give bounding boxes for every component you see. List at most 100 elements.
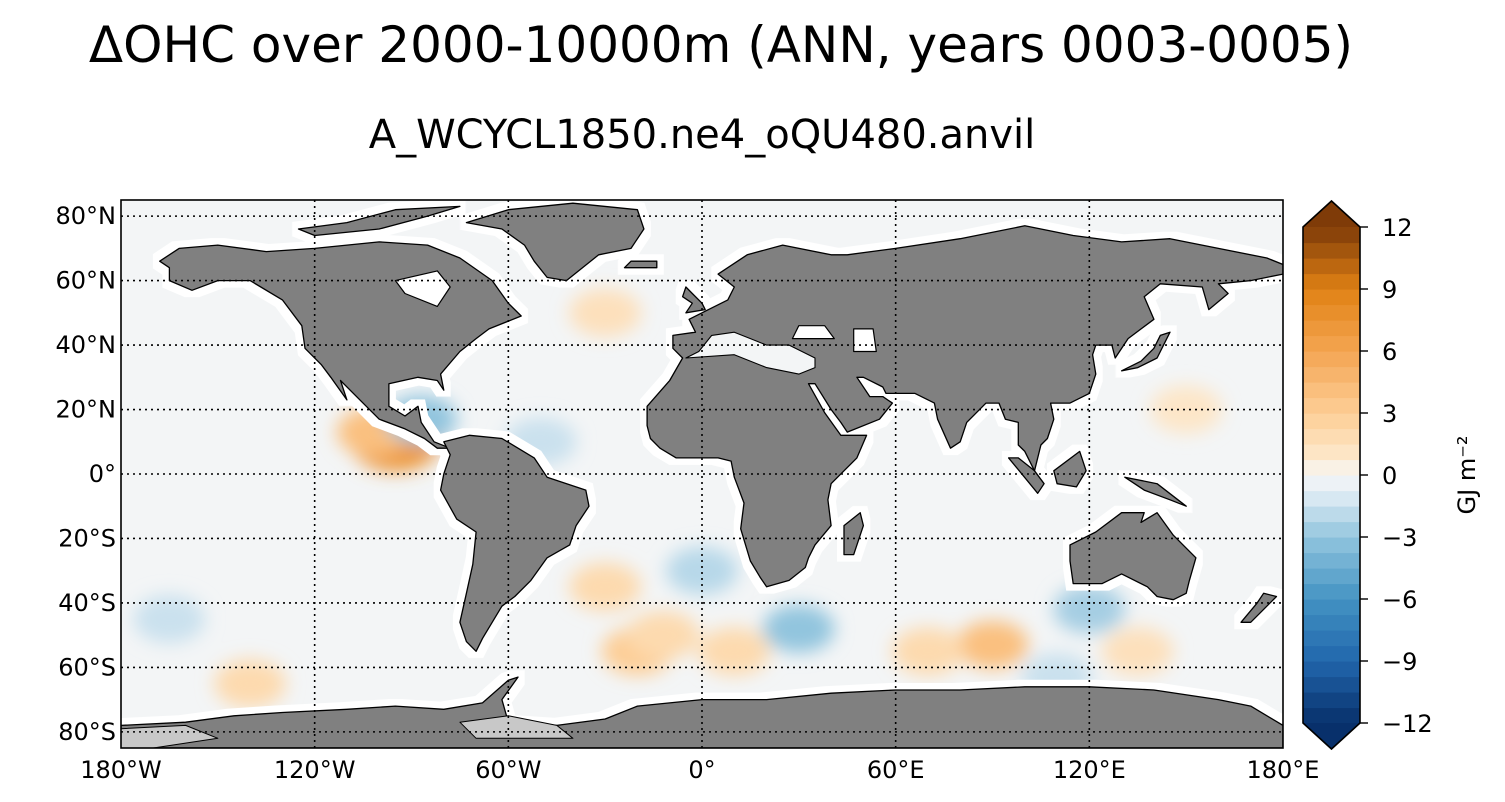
x-axis-ticks: 180°W 120°W 60°W 0° 60°E 120°E 180°E — [80, 756, 1319, 784]
map-frame — [120, 199, 1284, 749]
anomaly-patch — [762, 604, 835, 653]
map-panel: 180°W 120°W 60°W 0° 60°E 120°E 180°E 80°N 60°N 4… — [56, 199, 1319, 784]
colorbar-tick-label: 6 — [1382, 338, 1397, 366]
anomaly-patch — [1101, 627, 1174, 676]
colorbar: 12 9 6 3 0 −3 −6 −9 −12 GJ m⁻² — [1302, 199, 1481, 751]
anomaly-patch — [956, 620, 1029, 669]
colorbar-tick-label: 3 — [1382, 400, 1397, 428]
colorbar-band — [1303, 676, 1360, 693]
colorbar-band — [1303, 583, 1360, 600]
colorbar-band — [1303, 614, 1360, 631]
land-new-zealand — [1240, 592, 1278, 623]
colorbar-label: GJ m⁻² — [1453, 436, 1481, 515]
colorbar-band — [1303, 397, 1360, 414]
colorbar-tick-label: −9 — [1382, 648, 1417, 676]
y-tick-label: 20°N — [56, 396, 117, 424]
land-borneo — [1053, 450, 1087, 488]
colorbar-band — [1303, 428, 1360, 445]
colorbar-band — [1303, 599, 1360, 616]
land-greenland — [465, 202, 645, 282]
continents — [121, 202, 1283, 748]
land-new-guinea — [1124, 476, 1187, 507]
anomaly-patch — [666, 546, 738, 595]
land-iceland — [623, 260, 658, 269]
land-antarctica — [121, 676, 1283, 748]
chart-title: ΔOHC over 2000-10000m (ANN, years 0003-0… — [88, 16, 1354, 74]
colorbar-band — [1303, 242, 1360, 259]
colorbar-band — [1303, 645, 1360, 662]
x-tick-label: 120°W — [274, 756, 356, 784]
land-borneo-sumatra — [1007, 457, 1045, 494]
x-tick-label: 60°E — [867, 756, 925, 784]
colorbar-band — [1303, 552, 1360, 569]
colorbar-bands — [1302, 199, 1361, 751]
colorbar-band — [1303, 273, 1360, 290]
colorbar-band — [1303, 568, 1360, 585]
land-mediterranean-gap — [685, 331, 816, 375]
inland-sea — [394, 270, 451, 307]
land-africa-eurasia — [646, 225, 1283, 588]
colorbar-band — [1303, 444, 1360, 461]
colorbar-band — [1303, 320, 1360, 337]
colorbar-band — [1303, 304, 1360, 321]
colorbar-band — [1303, 490, 1360, 507]
anomaly-patch — [133, 595, 206, 644]
anomaly-patch — [891, 627, 964, 676]
y-tick-label: 60°S — [58, 653, 116, 681]
land-south-america — [439, 434, 590, 652]
colorbar-band — [1303, 707, 1360, 724]
land-canadian-archipelago — [297, 205, 461, 237]
colorbar-band — [1303, 475, 1360, 492]
colorbar-band — [1303, 289, 1360, 306]
land-uk — [681, 286, 706, 314]
colorbar-band — [1303, 630, 1360, 647]
anomaly-patch — [627, 611, 700, 660]
ice-shelf — [121, 724, 219, 748]
chart-subtitle: A_WCYCL1850.ne4_oQU480.anvil — [368, 112, 1036, 158]
colorbar-tick-label: −12 — [1382, 710, 1433, 738]
land-japan — [1120, 331, 1171, 372]
inland-sea — [791, 325, 835, 340]
y-tick-label: 20°S — [58, 524, 116, 552]
colorbar-tick-label: 0 — [1382, 462, 1397, 490]
y-tick-label: 0° — [89, 460, 116, 488]
y-tick-label: 40°N — [56, 331, 117, 359]
anomaly-patch — [569, 562, 642, 611]
colorbar-band — [1303, 258, 1360, 275]
inland-sea — [853, 328, 877, 353]
y-tick-label: 40°S — [58, 589, 116, 617]
land-australia — [1069, 512, 1197, 601]
colorbar-band — [1303, 661, 1360, 678]
colorbar-band — [1303, 459, 1360, 476]
x-tick-label: 180°E — [1247, 756, 1320, 784]
colorbar-band — [1303, 351, 1360, 368]
anomaly-patch — [569, 288, 642, 337]
colorbar-tick-label: 9 — [1382, 276, 1397, 304]
y-tick-label: 60°N — [56, 267, 117, 295]
y-tick-label: 80°S — [58, 718, 116, 746]
anomaly-patch — [214, 659, 287, 708]
anomaly-patch — [698, 627, 771, 676]
x-tick-label: 180°W — [80, 756, 162, 784]
x-tick-label: 120°E — [1053, 756, 1126, 784]
colorbar-band — [1303, 335, 1360, 352]
colorbar-extend-max — [1303, 201, 1360, 227]
colorbar-tick-label: −6 — [1382, 586, 1417, 614]
y-tick-label: 80°N — [56, 202, 117, 230]
x-tick-label: 60°W — [475, 756, 541, 784]
colorbar-tick-label: −3 — [1382, 524, 1417, 552]
colorbar-band — [1303, 521, 1360, 538]
colorbar-band — [1303, 413, 1360, 430]
colorbar-band — [1303, 692, 1360, 709]
colorbar-band — [1303, 227, 1360, 244]
colorbar-band — [1303, 506, 1360, 523]
colorbar-band — [1303, 382, 1360, 399]
x-tick-label: 0° — [688, 756, 715, 784]
anomaly-patch — [1150, 385, 1223, 434]
colorbar-extend-min — [1303, 723, 1360, 749]
y-axis-ticks: 80°N 60°N 40°N 20°N 0° 20°S 40°S 60°S 80°S — [56, 202, 117, 746]
land-mask — [121, 202, 1283, 748]
colorbar-band — [1303, 366, 1360, 383]
colorbar-tick-label: 12 — [1382, 214, 1413, 242]
